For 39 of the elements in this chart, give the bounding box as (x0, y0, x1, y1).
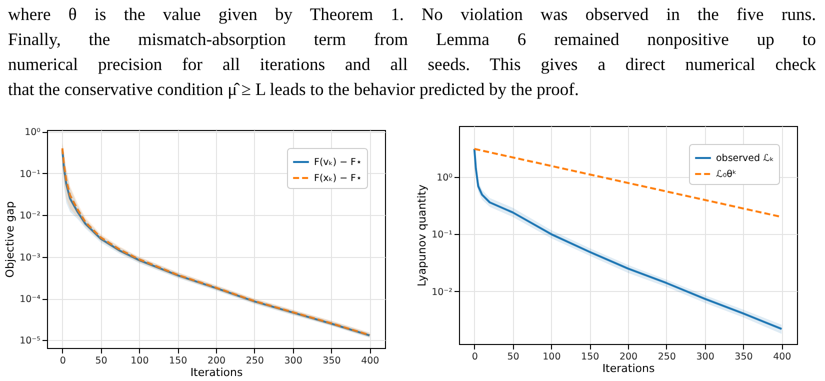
x-tick-label: 150 (581, 352, 600, 362)
legend-label: F(xₖ) − F⋆ (314, 173, 362, 184)
x-tick-label: 0 (60, 356, 66, 366)
x-tick-label: 300 (284, 356, 302, 366)
x-tick-label: 300 (696, 352, 714, 362)
x-tick-label: 400 (361, 356, 380, 366)
x-axis-title: Iterations (190, 366, 243, 379)
x-tick-label: 50 (507, 352, 520, 362)
x-tick-label: 250 (658, 352, 676, 362)
x-tick-label: 350 (734, 352, 753, 362)
x-tick-label: 200 (619, 352, 638, 362)
x-tick-label: 350 (322, 356, 341, 366)
y-axis-title: Lyapunov quantity (416, 184, 429, 286)
y-tick-label: 10⁻³ (20, 252, 41, 264)
legend-label: ℒ₀θᵏ (716, 169, 737, 180)
text: where θ is the value given by Theorem 1. No violation was observed in the five runs. (8, 3, 816, 26)
x-tick-label: 400 (773, 352, 792, 362)
y-tick-label: 10⁻⁵ (20, 336, 41, 347)
y-tick-label: 10⁻¹ (432, 230, 453, 241)
text: that the conservative condition μ̂ ≥ L leads to the behavior predicted by the proof. (8, 78, 580, 101)
x-axis-title: Iterations (602, 362, 655, 375)
text: Finally, the mismatch-absorption term from Lemma 6 remained nonpositive up to (8, 28, 816, 51)
legend-label: observed ℒₖ (716, 153, 774, 164)
x-tick-label: 200 (207, 356, 226, 366)
x-tick-label: 100 (542, 352, 561, 362)
y-tick-label: 10⁻² (20, 210, 41, 222)
text: numerical precision for all iterations and all seeds. This gives a direct numerical check (8, 53, 816, 76)
legend-label: F(vₖ) − F⋆ (314, 157, 362, 168)
x-tick-label: 0 (472, 352, 478, 362)
y-axis-title: Objective gap (4, 201, 17, 278)
y-tick-label: 10⁻² (432, 286, 453, 298)
y-tick-label: 10⁻⁴ (20, 294, 41, 306)
y-tick-label: 10⁻¹ (20, 168, 41, 180)
y-tick-label: 10⁰ (436, 172, 453, 184)
x-tick-label: 150 (169, 356, 188, 366)
x-tick-label: 100 (130, 356, 149, 366)
x-tick-label: 50 (95, 356, 108, 366)
x-tick-label: 250 (246, 356, 264, 366)
y-tick-label: 10⁰ (24, 127, 41, 138)
